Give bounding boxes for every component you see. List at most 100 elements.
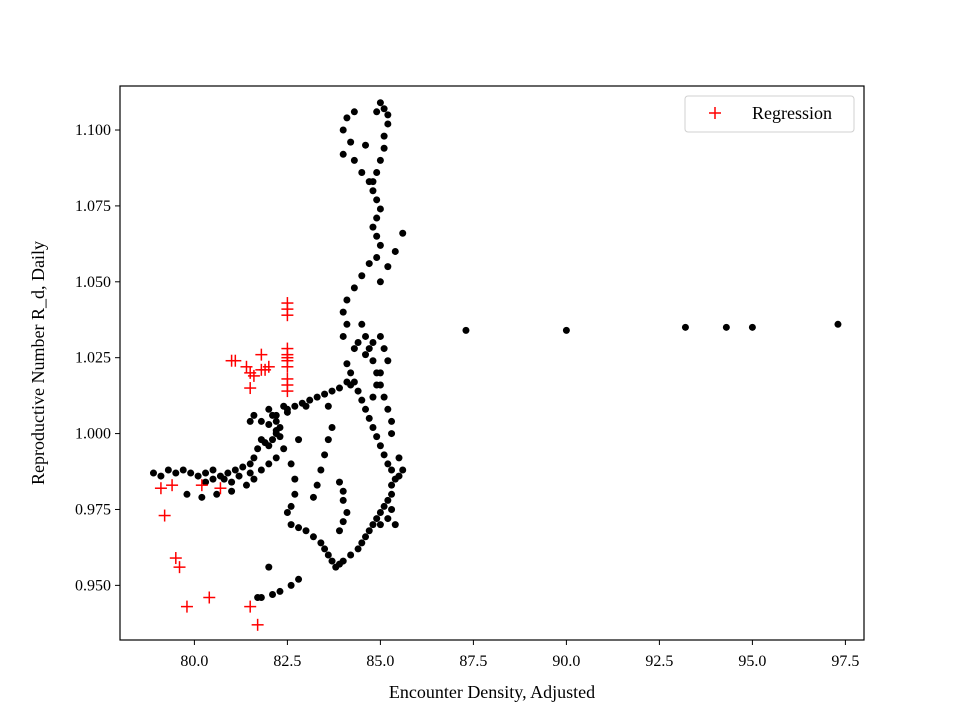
data-point-dot [164, 466, 172, 474]
data-point-dot [358, 320, 366, 328]
x-tick-label: 90.0 [552, 653, 580, 670]
data-point-dot [376, 332, 384, 340]
data-point-dot [373, 433, 381, 441]
data-point-dot [324, 436, 332, 444]
data-point-dot [681, 323, 689, 331]
data-point-dot [380, 105, 388, 113]
data-point-dot [269, 590, 277, 598]
data-point-dot [391, 247, 399, 255]
data-point-dot [384, 460, 392, 468]
data-point-dot [358, 169, 366, 177]
data-point-dot [220, 475, 228, 483]
data-point-dot [373, 381, 381, 389]
x-axis-label: Encounter Density, Adjusted [389, 682, 595, 702]
data-point-dot [272, 454, 280, 462]
data-point-dot [231, 466, 239, 474]
data-point-dot [376, 156, 384, 164]
x-tick-label: 97.5 [831, 653, 859, 670]
data-point-dot [365, 527, 373, 535]
data-point-dot [376, 99, 384, 107]
data-point-dot [324, 402, 332, 410]
y-axis-ticks: 0.950 0.975 1.000 1.025 1.050 1.075 1.100 [75, 122, 120, 594]
data-point-dot [283, 509, 291, 517]
data-point-dot [373, 169, 381, 177]
data-point-regression-plus [229, 354, 242, 367]
data-point-dot [321, 545, 329, 553]
data-point-dot [339, 332, 347, 340]
x-tick-label: 85.0 [366, 653, 394, 670]
data-point-dot [362, 351, 370, 359]
data-point-dot [350, 156, 358, 164]
data-point-dot [339, 496, 347, 504]
plot-marks [149, 99, 842, 631]
data-point-dot [209, 475, 217, 483]
data-point-dot [317, 539, 325, 547]
data-point-dot [380, 345, 388, 353]
legend-box [684, 95, 855, 133]
data-point-dot [287, 581, 295, 589]
data-point-dot [339, 487, 347, 495]
data-point-dot [246, 460, 254, 468]
data-point-regression-plus [244, 382, 257, 395]
data-point-regression-plus [173, 561, 186, 574]
data-point-dot [313, 393, 321, 401]
data-point-dot [228, 478, 236, 486]
data-point-dot [373, 515, 381, 523]
data-point-dot [250, 475, 258, 483]
data-point-dot [373, 196, 381, 204]
data-point-dot [257, 417, 265, 425]
data-point-dot [198, 493, 206, 501]
data-point-dot [380, 393, 388, 401]
data-point-dot [291, 402, 299, 410]
data-point-dot [194, 472, 202, 480]
data-point-dot [287, 502, 295, 510]
data-point-dot [365, 414, 373, 422]
y-tick-label: 1.025 [75, 350, 111, 367]
data-point-dot [321, 390, 329, 398]
data-point-dot [287, 460, 295, 468]
data-point-dot [283, 405, 291, 413]
data-point-dot [239, 463, 247, 471]
legend: Regression [684, 95, 855, 133]
data-point-dot [313, 481, 321, 489]
data-point-dot [328, 557, 336, 565]
data-point-dot [722, 323, 730, 331]
x-tick-label: 82.5 [273, 653, 301, 670]
data-point-dot [272, 411, 280, 419]
data-point-dot [339, 150, 347, 158]
data-point-dot [462, 326, 470, 334]
y-tick-label: 1.100 [75, 122, 111, 139]
data-point-dot [388, 466, 396, 474]
data-point-dot [380, 144, 388, 152]
data-point-dot [335, 527, 343, 535]
data-point-dot [358, 396, 366, 404]
data-point-dot [376, 205, 384, 213]
data-point-regression-plus [166, 479, 179, 492]
data-point-dot [388, 417, 396, 425]
data-point-dot [373, 232, 381, 240]
data-point-dot [265, 460, 273, 468]
data-point-dot [365, 260, 373, 268]
data-point-dot [295, 524, 303, 532]
data-point-regression-plus [240, 360, 253, 373]
data-point-dot [354, 545, 362, 553]
data-point-regression-plus [195, 479, 208, 492]
data-point-dot [213, 490, 221, 498]
data-point-dot [388, 481, 396, 489]
data-point-dot [384, 111, 392, 119]
data-point-regression-plus [247, 369, 260, 382]
data-point-dot [335, 384, 343, 392]
data-point-regression-plus [255, 348, 268, 361]
data-point-dot [276, 433, 284, 441]
data-point-dot [399, 229, 407, 237]
data-point-dot [395, 454, 403, 462]
y-tick-label: 1.000 [75, 426, 111, 443]
data-point-dot [365, 345, 373, 353]
data-point-dot [376, 241, 384, 249]
data-point-dot [149, 469, 157, 477]
data-point-dot [376, 509, 384, 517]
data-point-dot [302, 402, 310, 410]
data-point-dot [254, 445, 262, 453]
data-point-dot [350, 345, 358, 353]
data-point-dot [376, 369, 384, 377]
